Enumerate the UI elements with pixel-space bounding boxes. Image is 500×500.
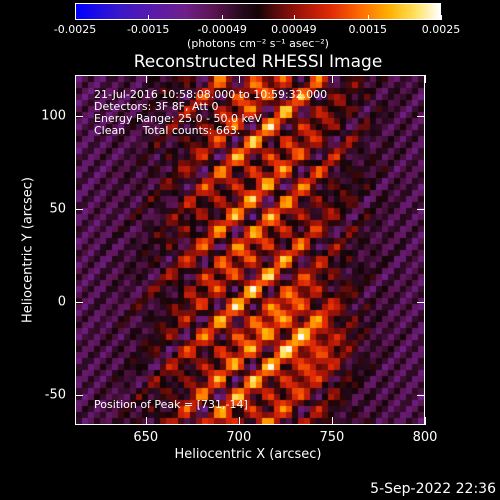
x-tick-mark: [425, 417, 426, 425]
annotation-energy-range: Energy Range: 25.0 - 50.0 keV: [94, 112, 262, 125]
x-tick-label: 650: [133, 430, 159, 445]
y-tick-label: 0: [57, 294, 66, 310]
annotation-detectors: Detectors: 3F 8F, Att 0: [94, 100, 219, 113]
colorbar-tick-mark: [367, 15, 369, 20]
annotation-method: Clean Total counts: 663.: [94, 124, 241, 137]
colorbar-tick-label: 0.0025: [421, 23, 461, 36]
colorbar-tick-label: -0.00049: [197, 23, 247, 36]
x-tick-mark: [425, 75, 426, 83]
colorbar-tick-mark: [75, 15, 76, 20]
colorbar-tick-label: -0.0025: [53, 23, 97, 36]
y-tick-mark: [417, 302, 425, 304]
colorbar-tick-mark: [441, 15, 442, 20]
x-axis-label: Heliocentric X (arcsec): [174, 447, 322, 462]
y-tick-mark: [75, 395, 83, 397]
y-axis-label: Heliocentric Y (arcsec): [20, 177, 36, 323]
colorbar-tick-label: -0.0015: [126, 23, 170, 36]
y-tick-mark: [417, 395, 425, 397]
plot-area: 21-Jul-2016 10:58:08.000 to 10:59:32.000…: [75, 75, 425, 425]
x-tick-mark: [145, 417, 147, 425]
colorbar-tick-mark: [148, 15, 150, 20]
y-tick-label: 100: [41, 108, 66, 124]
x-tick-mark: [145, 75, 147, 83]
x-tick-mark: [331, 75, 333, 83]
colorbar-tick-label: 0.0015: [348, 23, 388, 36]
y-tick-mark: [75, 115, 83, 117]
annotation-peak-position: Position of Peak = [731,-14]: [94, 398, 248, 411]
y-tick-label: -50: [44, 387, 66, 403]
y-tick-mark: [417, 115, 425, 117]
colorbar-gradient: [76, 4, 440, 19]
plot-title: Reconstructed RHESSI Image: [133, 52, 383, 72]
x-tick-mark: [331, 417, 333, 425]
x-tick-label: 800: [412, 430, 438, 445]
colorbar-tick-label: 0.00049: [271, 23, 317, 36]
x-tick-mark: [238, 417, 240, 425]
colorbar-tick-mark: [222, 15, 224, 20]
colorbar-tick-mark: [293, 15, 295, 20]
x-tick-label: 700: [226, 430, 252, 445]
y-tick-mark: [75, 302, 83, 304]
colorbar: [75, 3, 441, 20]
annotation-time-range: 21-Jul-2016 10:58:08.000 to 10:59:32.000: [94, 88, 328, 101]
x-tick-label: 750: [319, 430, 345, 445]
y-tick-mark: [75, 209, 83, 211]
timestamp: 5-Sep-2022 22:36: [370, 481, 496, 497]
y-tick-mark: [417, 209, 425, 211]
colorbar-units-label: (photons cm⁻² s⁻¹ asec⁻²): [187, 37, 329, 50]
y-tick-label: 50: [49, 201, 66, 217]
heatmap-image: [76, 76, 424, 424]
x-tick-mark: [238, 75, 240, 83]
